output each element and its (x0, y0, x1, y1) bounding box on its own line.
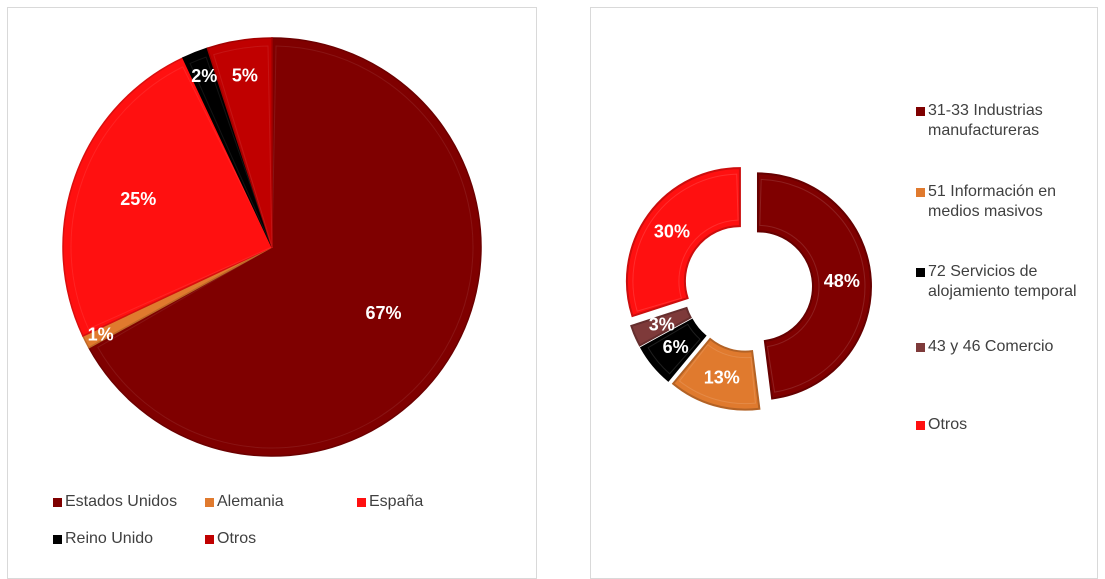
legend-label: 43 y 46 Comercio (928, 338, 1054, 355)
legend-label: Reino Unido (65, 530, 154, 547)
pie-label-espana: 25% (120, 189, 156, 209)
legend-swatch (916, 188, 925, 197)
donut-slice-bevel-otros (632, 173, 739, 312)
legend-item-estados-unidos: Estados Unidos (53, 492, 177, 512)
pie-slice-inner-reino-unido (189, 56, 273, 248)
pie-slice-inner-espana (70, 66, 273, 330)
pie-chart-countries: 67% 1% 25% 2% 5% (62, 37, 482, 457)
donut-slice-bevel-51-informacion-en-medios-masivos (678, 344, 756, 405)
pie-slice-inner-estados-unidos (97, 45, 474, 449)
legend-item-otros: Otros (205, 529, 256, 549)
donut-label-31-33-industrias-manufactureras: 48% (824, 271, 860, 291)
legend-label: 51 Información en medios masivos (928, 183, 1057, 220)
donut-slice-72-servicios-de-alojamiento-temporal (639, 318, 707, 382)
pie-label-alemania: 1% (88, 324, 114, 344)
donut-slice-otros (625, 167, 741, 318)
legend-item-alemania: Alemania (205, 492, 284, 512)
legend-swatch (916, 421, 925, 430)
donut-label-43-y-46-comercio: 3% (649, 314, 675, 334)
pie-label-estados-unidos: 67% (366, 303, 402, 323)
legend-item-reino-unido: Reino Unido (53, 529, 153, 549)
donut-slice-bevel-72-servicios-de-alojamiento-temporal (647, 323, 701, 375)
legend-swatch (205, 498, 214, 507)
legend-swatch (357, 498, 366, 507)
donut-chart-sectors: 48% 13% 6% 3% 30% (625, 167, 872, 411)
legend-label: 31-33 Industrias manufactureras (928, 102, 1043, 139)
pie-slice-inner-otros (213, 45, 273, 248)
legend-label: 72 Servicios de alojamiento temporal (928, 263, 1077, 300)
legend-item-otros-sector: Otros (916, 415, 1086, 435)
legend-label: España (369, 493, 424, 510)
legend-swatch (916, 107, 925, 116)
legend-item-manufactureras: 31-33 Industrias manufactureras (916, 101, 1086, 141)
donut-label-72-servicios-de-alojamiento-temporal: 6% (663, 337, 689, 357)
legend-label: Otros (928, 416, 968, 433)
donut-label-51-informacion-en-medios-masivos: 13% (704, 367, 740, 387)
donut-slice-43-y-46-comercio (630, 306, 692, 347)
pie-label-reino-unido: 2% (191, 66, 217, 86)
donut-label-otros: 30% (654, 222, 690, 242)
legend-item-informacion: 51 Información en medios masivos (916, 182, 1086, 222)
legend-swatch (916, 343, 925, 352)
legend-item-alojamiento: 72 Servicios de alojamiento temporal (916, 262, 1086, 302)
donut-slice-51-informacion-en-medios-masivos (671, 337, 761, 411)
donut-slice-31-33-industrias-manufactureras (756, 172, 872, 400)
legend-item-comercio: 43 y 46 Comercio (916, 337, 1086, 357)
legend-swatch (53, 498, 62, 507)
legend-swatch (53, 535, 62, 544)
legend-swatch (205, 535, 214, 544)
legend-swatch (916, 268, 925, 277)
legend-label: Otros (217, 530, 257, 547)
legend-item-espana: España (357, 492, 423, 512)
legend-label: Estados Unidos (65, 493, 178, 510)
donut-slice-bevel-31-33-industrias-manufactureras (759, 178, 866, 393)
legend-label: Alemania (217, 493, 284, 510)
pie-label-otros: 5% (232, 66, 258, 86)
